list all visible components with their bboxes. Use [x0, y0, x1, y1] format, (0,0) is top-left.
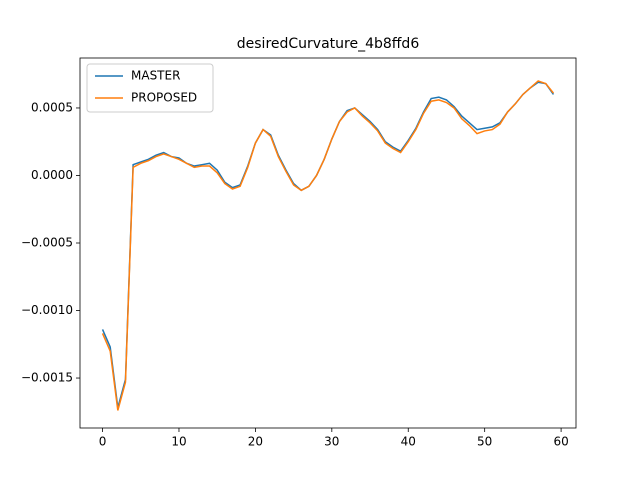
y-tick-label: 0.0000 — [31, 168, 73, 182]
x-tick-label: 30 — [324, 435, 339, 449]
x-tick-label: 10 — [171, 435, 186, 449]
y-tick-label: −0.0005 — [21, 236, 73, 250]
x-tick-label: 50 — [477, 435, 492, 449]
x-tick-label: 0 — [99, 435, 107, 449]
x-tick-label: 40 — [401, 435, 416, 449]
series-line — [101, 80, 555, 411]
x-tick-label: 60 — [553, 435, 568, 449]
y-tick-label: 0.0005 — [31, 100, 73, 114]
chart-title: desiredCurvature_4b8ffd6 — [237, 36, 420, 52]
x-tick-label: 20 — [248, 435, 263, 449]
plot-frame — [79, 57, 577, 429]
legend-label: MASTER — [131, 69, 180, 83]
legend-label: PROPOSED — [131, 91, 197, 105]
y-tick-label: −0.0015 — [21, 371, 73, 385]
y-tick-label: −0.0010 — [21, 303, 73, 317]
